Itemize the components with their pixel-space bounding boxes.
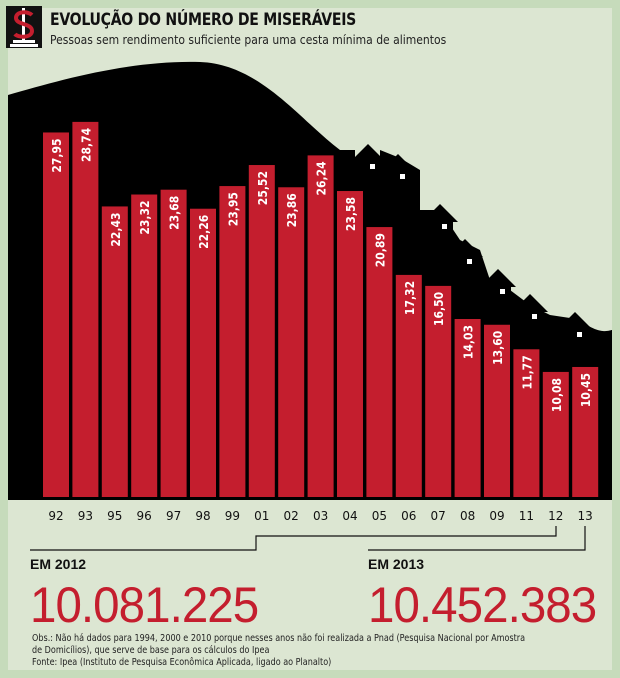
bar-value-label: 23,58 xyxy=(344,197,358,231)
x-tick-label: 96 xyxy=(137,509,152,523)
bar-value-label: 22,43 xyxy=(109,212,123,246)
bracket-2012 xyxy=(30,526,557,551)
bar-96 xyxy=(131,194,158,497)
bar-08 xyxy=(454,318,481,497)
house-icon xyxy=(557,312,593,358)
bar-value-label: 23,86 xyxy=(285,193,299,227)
bar-01 xyxy=(248,165,275,498)
x-tick-label: 01 xyxy=(254,509,269,523)
bar-04 xyxy=(337,191,363,497)
bar-12 xyxy=(542,371,569,497)
house-window xyxy=(467,259,472,264)
house-icon xyxy=(422,204,458,250)
bar-05 xyxy=(366,227,393,497)
bar-value-label: 14,03 xyxy=(462,325,476,359)
bar-value-label: 23,32 xyxy=(138,201,152,235)
bar-value-label: 10,45 xyxy=(579,373,593,407)
dollar-sign-pedestal-icon xyxy=(6,6,42,48)
chart-subtitle: Pessoas sem rendimento suficiente para u… xyxy=(50,33,447,47)
bar-value-label: 10,08 xyxy=(550,378,564,412)
bar-value-label: 22,26 xyxy=(197,215,211,249)
bar-value-label: 23,68 xyxy=(168,196,182,230)
x-tick-label: 07 xyxy=(431,509,446,523)
note-source: Fonte: Ipea (Instituto de Pesquisa Econô… xyxy=(32,657,332,668)
x-tick-label: 09 xyxy=(489,509,504,523)
x-tick-label: 05 xyxy=(372,509,387,523)
callout-2012-value: 10.081.225 xyxy=(30,577,259,633)
house-icon xyxy=(512,294,548,340)
x-tick-label: 04 xyxy=(342,509,357,523)
bar-11 xyxy=(513,349,540,497)
x-tick-label: 93 xyxy=(78,509,93,523)
house-icon xyxy=(350,144,386,190)
bar-value-label: 13,60 xyxy=(491,331,505,365)
house-window xyxy=(442,224,447,229)
house-window xyxy=(577,332,582,337)
bar-value-label: 26,24 xyxy=(315,161,329,196)
x-tick-label: 12 xyxy=(548,509,563,523)
house-icon xyxy=(447,239,483,285)
x-tick-label: 02 xyxy=(284,509,299,523)
bar-99 xyxy=(219,186,246,497)
x-tick-label: 97 xyxy=(166,509,181,523)
x-tick-label: 13 xyxy=(578,509,593,523)
note-obs: Obs.: Não há dados para 1994, 2000 e 201… xyxy=(32,633,526,644)
x-tick-label: 08 xyxy=(460,509,475,523)
x-tick-label: 99 xyxy=(225,509,240,523)
bar-chart: 27,95 28,74 22,43 23,32 23,68 22,26 23,95 25,52… xyxy=(8,61,612,551)
house-icon xyxy=(480,269,516,315)
note-obs-cont: de Domicílios), que serve de base para o… xyxy=(32,645,270,656)
bar-97 xyxy=(160,189,187,498)
x-tick-label: 98 xyxy=(195,509,210,523)
bar-value-label: 20,89 xyxy=(373,233,387,267)
chart-title: EVOLUÇÃO DO NÚMERO DE MISERÁVEIS xyxy=(50,10,357,30)
bar-92 xyxy=(43,132,69,497)
bar-02 xyxy=(278,187,305,497)
house-window xyxy=(532,314,537,319)
bar-98 xyxy=(190,208,216,497)
bar-value-label: 23,95 xyxy=(226,192,240,226)
callout-2012-label: EM 2012 xyxy=(30,556,87,572)
house-window xyxy=(370,164,375,169)
bar-95 xyxy=(101,206,128,498)
callout-2013-value: 10.452.383 xyxy=(368,577,597,633)
bar-13 xyxy=(572,366,599,497)
x-tick-label: 95 xyxy=(107,509,122,523)
bar-09 xyxy=(484,324,510,497)
x-tick-label: 03 xyxy=(313,509,328,523)
bar-value-label: 28,74 xyxy=(79,127,93,162)
x-tick-label: 11 xyxy=(519,509,534,523)
house-window xyxy=(500,289,505,294)
bar-93 xyxy=(72,121,99,497)
bracket-2013 xyxy=(368,526,586,551)
bar-06 xyxy=(395,274,422,497)
bar-value-label: 16,50 xyxy=(432,292,446,326)
bar-value-label: 25,52 xyxy=(256,171,270,205)
house-window xyxy=(400,174,405,179)
callout-2013-label: EM 2013 xyxy=(368,556,425,572)
bar-07 xyxy=(425,285,452,497)
bar-value-label: 17,32 xyxy=(403,281,417,315)
bar-value-label: 27,95 xyxy=(50,138,64,172)
bar-03 xyxy=(307,155,334,497)
bar-value-label: 11,77 xyxy=(520,355,534,389)
house-icon xyxy=(380,154,416,200)
x-tick-label: 92 xyxy=(48,509,63,523)
x-tick-label: 06 xyxy=(401,509,416,523)
